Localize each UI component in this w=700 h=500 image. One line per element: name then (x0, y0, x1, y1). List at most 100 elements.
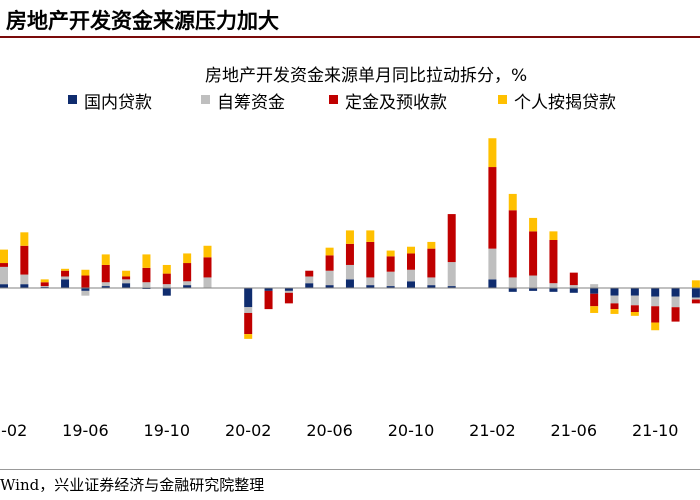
x-tick-label: 20-10 (388, 421, 435, 440)
bar-segment-19-11-s3 (183, 253, 192, 264)
bar-segment-20-05-s2 (305, 270, 314, 277)
x-tick-labels: 19-02 19-06 19-10 20-02 20-06 20-10 21-02 21-06… (0, 421, 678, 440)
bar-segment-21-11-s1 (671, 296, 680, 308)
bar-segment-21-07-s1 (590, 284, 599, 288)
bar-segment-20-05-s1 (305, 276, 314, 284)
bar-segment-19-06-s3 (81, 269, 90, 276)
bar-segment-19-12-s2 (203, 257, 212, 278)
bar-segment-21-09-s2 (630, 305, 639, 312)
bar-segment-20-09-s3 (386, 250, 395, 257)
source-note: Wind，兴业证券经济与金融研究院整理 (0, 476, 265, 494)
bar-segment-20-04-s2 (284, 292, 293, 304)
header-divider (0, 36, 700, 38)
bar-segment-20-02-s1 (244, 307, 253, 313)
bar-segment-19-07-s0 (101, 286, 110, 288)
bar-segment-21-06-s0 (569, 288, 578, 293)
bar-segment-19-07-s3 (101, 254, 110, 265)
bar-segment-19-03-s2 (20, 245, 29, 275)
bar-segment-19-06-s0 (81, 288, 90, 291)
bar-segment-19-02-s0 (0, 284, 8, 288)
bar-segment-19-07-s1 (101, 282, 110, 287)
bar-segment-19-10-s2 (162, 273, 171, 285)
bar-segment-21-11-s2 (671, 307, 680, 322)
bar-segment-19-04-s1 (40, 286, 49, 288)
bar-segment-19-05-s3 (61, 268, 70, 271)
legend-swatch (329, 95, 338, 104)
bar-segment-19-03-s3 (20, 232, 29, 246)
bars-group (0, 138, 700, 339)
bar-segment-21-10-s1 (651, 296, 660, 307)
bar-segment-20-02-s0 (244, 288, 253, 308)
bar-segment-20-06-s0 (325, 285, 334, 288)
bar-segment-19-02-s3 (0, 249, 8, 264)
x-tick-label: 21-06 (551, 421, 598, 440)
bar-segment-20-08-s1 (366, 277, 375, 286)
bar-segment-21-05-s3 (549, 231, 558, 240)
x-tick-label: 21-02 (469, 421, 516, 440)
bar-segment-21-11-s0 (671, 288, 680, 297)
bar-segment-20-07-s1 (345, 264, 354, 280)
bar-segment-21-12-s0 (691, 288, 700, 298)
bar-segment-20-05-s0 (305, 283, 314, 288)
bar-segment-20-06-s1 (325, 270, 334, 286)
bar-segment-19-08-s2 (122, 276, 131, 280)
bar-segment-20-11-s0 (427, 285, 436, 288)
legend-label: 国内贷款 (84, 93, 152, 113)
bar-segment-20-10-s3 (407, 246, 415, 254)
bar-segment-21-05-s0 (549, 288, 558, 292)
x-tick-label: 19-06 (62, 421, 109, 440)
bar-segment-20-10-s0 (407, 281, 415, 288)
bar-segment-20-09-s0 (386, 286, 395, 288)
bar-segment-21-03-s1 (508, 277, 517, 288)
bar-segment-21-03-s3 (508, 193, 517, 211)
bar-segment-20-02-s2 (244, 312, 253, 335)
bar-segment-20-02-s3 (244, 334, 253, 339)
bar-segment-21-10-s3 (651, 322, 660, 331)
bar-segment-19-02-s1 (0, 266, 8, 285)
legend-swatch (68, 95, 77, 104)
bar-segment-21-02-s0 (488, 279, 497, 288)
bar-segment-19-11-s0 (183, 285, 192, 288)
bar-segment-21-03-s2 (508, 210, 517, 278)
bar-segment-21-10-s2 (651, 306, 660, 323)
bar-segment-20-10-s2 (407, 253, 415, 270)
bar-segment-20-10-s1 (407, 269, 415, 282)
bar-segment-19-04-s2 (40, 282, 49, 287)
bar-segment-19-10-s0 (162, 288, 171, 296)
x-tick-label: 19-02 (0, 421, 27, 440)
bar-segment-21-05-s2 (549, 240, 558, 284)
bar-segment-20-03-s2 (264, 290, 273, 310)
bar-segment-19-09-s2 (142, 267, 151, 283)
bar-segment-21-09-s1 (630, 295, 639, 306)
bar-segment-19-12-s3 (203, 245, 212, 258)
bar-segment-20-12-s0 (447, 286, 456, 288)
bar-segment-20-08-s0 (366, 285, 375, 288)
x-tick-label: 20-06 (306, 421, 353, 440)
bar-segment-21-07-s3 (590, 306, 599, 313)
bar-segment-19-11-s1 (183, 281, 192, 286)
bar-segment-19-08-s1 (122, 279, 131, 284)
bar-segment-21-12-s2 (691, 299, 700, 304)
bar-segment-20-03-s0 (264, 288, 273, 291)
page-title: 房地产开发资金来源压力加大 (6, 8, 279, 33)
x-tick-label: 20-02 (225, 421, 272, 440)
bar-segment-21-03-s0 (508, 288, 517, 292)
legend-swatch (498, 95, 507, 104)
bar-segment-20-11-s3 (427, 241, 436, 249)
footer-divider (0, 469, 700, 470)
legend-label: 定金及预收款 (345, 93, 447, 113)
bar-segment-19-08-s0 (122, 283, 131, 288)
bar-segment-21-09-s0 (630, 288, 639, 296)
bar-segment-20-07-s2 (345, 243, 354, 265)
bar-segment-20-11-s1 (427, 277, 436, 286)
bar-segment-21-07-s0 (590, 288, 599, 294)
stacked-bar-chart: 19-02 19-06 19-10 20-02 20-06 20-10 21-02 21-06… (0, 138, 700, 440)
bar-segment-21-08-s3 (610, 309, 619, 314)
bar-segment-20-09-s2 (386, 256, 395, 272)
bar-segment-19-06-s1 (81, 290, 90, 296)
bar-segment-20-08-s3 (366, 230, 375, 242)
bar-segment-21-06-s1 (569, 285, 578, 288)
bar-segment-21-06-s2 (569, 272, 578, 286)
bar-segment-19-02-s2 (0, 263, 8, 267)
bar-segment-19-05-s1 (61, 276, 70, 280)
